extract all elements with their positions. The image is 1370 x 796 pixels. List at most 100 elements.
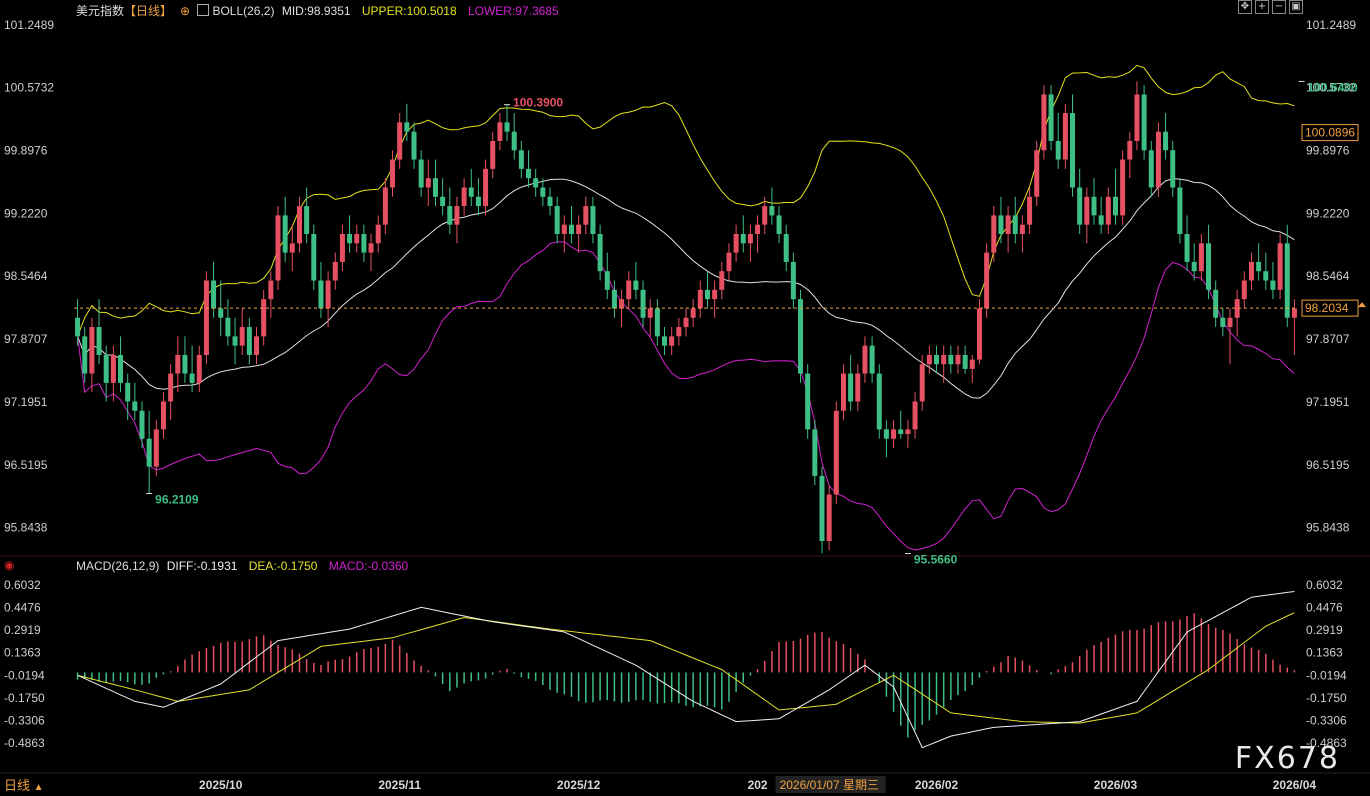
y-tick-label-left: 101.2489 [4, 18, 54, 32]
candle-body [733, 234, 739, 253]
candle-body [361, 234, 367, 253]
candle-body [432, 178, 438, 197]
extreme-label: 100.6400 [1308, 80, 1358, 94]
x-tick-label: 2025/12 [557, 778, 601, 792]
candle-body [676, 327, 682, 337]
candle-body [962, 354, 968, 369]
candle-body [590, 206, 596, 234]
current-price-box [1301, 299, 1359, 317]
macd-tick-label-right: 0.1363 [1306, 646, 1343, 660]
candle-body [404, 122, 410, 132]
candle-body [182, 354, 188, 374]
candle-body [869, 345, 875, 374]
candle-body [375, 224, 381, 244]
legend-period[interactable]: 【日线】 [124, 4, 173, 18]
candle-body [976, 308, 982, 360]
candle-body [232, 336, 238, 346]
macd-tick-label-left: -0.3306 [4, 713, 45, 727]
current-price-label: 98.2034 [1305, 301, 1349, 315]
candle-body [812, 429, 818, 476]
candle-body [1077, 187, 1083, 225]
candle-body [619, 299, 625, 309]
candle-body [1034, 150, 1040, 197]
candle-body [862, 345, 868, 374]
candle-body [654, 308, 660, 337]
candle-body [347, 234, 353, 244]
macd-dea-line [77, 612, 1295, 724]
candle-body [941, 354, 947, 365]
candle-body [325, 280, 331, 309]
candle-body [919, 364, 925, 402]
candle-body [1134, 94, 1140, 141]
x-tick-label: 2026/04 [1273, 778, 1317, 792]
candle-body [1184, 234, 1190, 262]
candle-body [662, 336, 668, 346]
candle-body [1206, 243, 1212, 290]
candle-body [1263, 271, 1269, 281]
candle-body [647, 308, 653, 318]
candle-body [225, 317, 231, 337]
candle-body [1120, 159, 1126, 216]
candle-body [1041, 94, 1047, 151]
candle-body [926, 354, 932, 365]
candle-body [318, 280, 324, 309]
crosshair-date-label: 2026/01/07 星期三 [780, 778, 879, 792]
candle-body [332, 261, 338, 281]
y-tick-label-left: 95.8438 [4, 521, 48, 535]
candle-body [583, 206, 589, 225]
candle-body [1091, 196, 1097, 216]
candle-body [790, 261, 796, 300]
settings-circle-icon[interactable]: ⊕ [180, 4, 191, 18]
candle-body [447, 206, 453, 225]
candle-body [891, 429, 897, 439]
candle-body [640, 289, 646, 318]
candle-body [1270, 280, 1276, 290]
candle-body [96, 327, 102, 355]
candle-body [712, 289, 718, 300]
candle-body [540, 187, 546, 197]
candle-body [1163, 131, 1169, 151]
candle-body [89, 327, 95, 374]
candle-body [1005, 215, 1011, 234]
period-switch[interactable]: 日线 ▲ [4, 775, 44, 794]
x-tick-label: 202 [748, 778, 768, 792]
macd-tick-label-left: 0.1363 [4, 646, 41, 660]
candle-body [139, 410, 145, 439]
macd-tick-label-left: -0.0194 [4, 668, 45, 682]
candle-body [805, 373, 811, 430]
candle-body [168, 373, 174, 402]
candle-body [1234, 299, 1240, 318]
candle-body [175, 354, 181, 374]
candle-body [1220, 317, 1226, 328]
candle-body [762, 206, 768, 225]
legend-lower: LOWER:97.3685 [467, 4, 559, 18]
candle-body [776, 215, 782, 234]
candle-body [1213, 289, 1219, 318]
extreme-label: 96.2109 [155, 493, 199, 507]
candle-body [382, 187, 388, 225]
candle-body [1127, 140, 1133, 160]
candle-body [1191, 261, 1197, 272]
zoom-in-icon[interactable]: + [1255, 0, 1269, 14]
zoom-out-icon[interactable]: − [1272, 0, 1286, 14]
candle-body [118, 354, 124, 383]
restore-icon[interactable]: ▣ [1289, 0, 1303, 14]
legend-dea: DEA:-0.1750 [248, 559, 318, 573]
indicator-icon[interactable]: ◉ [4, 558, 15, 572]
candle-body [490, 140, 496, 169]
candle-body [354, 234, 360, 244]
boll-mid-line [77, 177, 1295, 399]
candle-body [203, 280, 209, 355]
legend-boll: BOLL(26,2) [212, 4, 275, 18]
candle-body [1019, 224, 1025, 234]
macd-tick-label-right: 0.4476 [1306, 601, 1343, 615]
y-tick-label-right: 96.5195 [1306, 458, 1350, 472]
candle-body [819, 475, 825, 542]
move-icon[interactable]: ✥ [1238, 0, 1252, 14]
macd-tick-label-right: 0.2919 [1306, 623, 1343, 637]
candle-body [848, 373, 854, 402]
boll-icon[interactable] [197, 4, 210, 16]
candle-body [948, 354, 954, 365]
crosshair-value-box [1301, 124, 1359, 142]
